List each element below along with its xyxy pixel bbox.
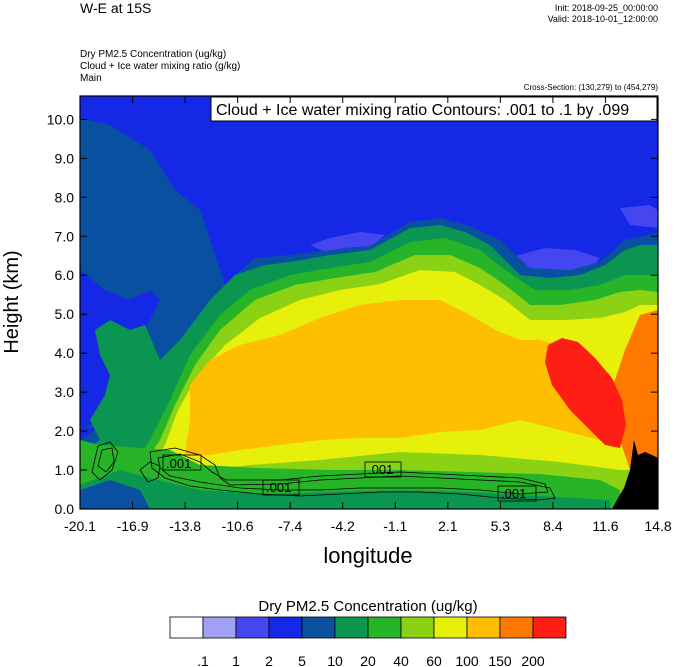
field-band-bl-10 bbox=[80, 480, 150, 509]
x-tick-label: -1.1 bbox=[383, 518, 407, 534]
contour-line bbox=[97, 447, 115, 473]
colorbar-label: 100 bbox=[455, 653, 479, 667]
colorbar-swatch bbox=[499, 616, 534, 639]
colorbar bbox=[169, 616, 567, 639]
cross-section-label: Cross-Section: (130,279) to (454,279) bbox=[523, 83, 658, 92]
y-tick-label: 7.0 bbox=[55, 228, 75, 244]
x-tick-label: -16.9 bbox=[117, 518, 149, 534]
contour-line bbox=[157, 453, 549, 495]
colorbar-label: 60 bbox=[426, 653, 442, 667]
y-tick-label: 1.0 bbox=[55, 462, 75, 478]
colorbar-label: 10 bbox=[327, 653, 343, 667]
contour-label-group: .001 .001 .001 .001 bbox=[162, 454, 537, 502]
colorbar-labels: .1 1 2 5 10 20 40 60 100 150 200 bbox=[197, 653, 545, 667]
y-tick-label: 6.0 bbox=[55, 267, 75, 283]
colorbar-label: .1 bbox=[197, 653, 209, 667]
y-tick-label: 9.0 bbox=[55, 150, 75, 166]
colorbar-label: 5 bbox=[298, 653, 306, 667]
y-tick-label: 4.0 bbox=[55, 345, 75, 361]
y-tick-label: 5.0 bbox=[55, 306, 75, 322]
terrain-mask bbox=[612, 440, 658, 509]
colorbar-label: 1 bbox=[232, 653, 240, 667]
field-band-2a bbox=[310, 232, 385, 252]
contour-line bbox=[149, 447, 556, 501]
x-tick-label: 8.4 bbox=[543, 518, 563, 534]
colorbar-label: 200 bbox=[521, 653, 545, 667]
x-axis-title: longitude bbox=[323, 543, 412, 568]
contour-label: .001 bbox=[368, 462, 393, 477]
x-tick-label: -4.2 bbox=[331, 518, 355, 534]
y-axis: 0.0 1.0 2.0 3.0 4.0 5.0 6.0 7.0 8.0 9.0 10.0 bbox=[47, 111, 658, 517]
colorbar-swatch bbox=[400, 616, 435, 639]
init-time: Init: 2018-09-25_00:00:00 bbox=[554, 3, 658, 13]
x-tick-label: -10.6 bbox=[222, 518, 254, 534]
field-band-150 bbox=[185, 300, 625, 455]
cloud-contours bbox=[91, 441, 556, 501]
x-tick-label: -20.1 bbox=[64, 518, 96, 534]
plot-frame bbox=[79, 95, 659, 510]
colorbar-title: Dry PM2.5 Concentration (ug/kg) bbox=[258, 598, 477, 615]
contour-label-box bbox=[162, 454, 202, 471]
colorbar-swatch bbox=[433, 616, 468, 639]
x-tick-label: 2.1 bbox=[438, 518, 458, 534]
filled-field bbox=[80, 96, 658, 509]
contour-label-box bbox=[364, 461, 402, 478]
colorbar-swatch bbox=[301, 616, 336, 639]
y-tick-label: 0.0 bbox=[55, 501, 75, 517]
plot-title: W-E at 15S bbox=[80, 0, 152, 16]
field-band-bl-20 bbox=[80, 470, 610, 509]
x-tick-label: 14.8 bbox=[644, 518, 671, 534]
colorbar-label: 2 bbox=[265, 653, 273, 667]
y-tick-label: 3.0 bbox=[55, 384, 75, 400]
contour-label: .001 bbox=[166, 456, 191, 471]
colorbar-label: 150 bbox=[488, 653, 512, 667]
contour-label-box bbox=[497, 485, 537, 502]
colorbar-swatch bbox=[268, 616, 303, 639]
colorbar-label: 40 bbox=[393, 653, 409, 667]
contour-label: .001 bbox=[501, 486, 526, 501]
x-tick-label: -7.4 bbox=[278, 518, 302, 534]
colorbar-swatch bbox=[532, 616, 567, 639]
field-cloud-ice: Cloud + Ice water mixing ratio (g/kg) bbox=[80, 61, 241, 72]
colorbar-swatch bbox=[367, 616, 402, 639]
x-tick-label: -13.8 bbox=[169, 518, 201, 534]
x-tick-label: 5.3 bbox=[491, 518, 511, 534]
contour-label-box bbox=[262, 479, 300, 496]
colorbar-swatch bbox=[235, 616, 270, 639]
y-axis-title: Height (km) bbox=[1, 250, 23, 353]
colorbar-swatch bbox=[202, 616, 237, 639]
colorbar-label: 20 bbox=[360, 653, 376, 667]
contour-label: .001 bbox=[266, 480, 291, 495]
x-tick-label: 11.6 bbox=[592, 518, 618, 534]
contour-line bbox=[91, 441, 119, 481]
colorbar-swatch bbox=[466, 616, 501, 639]
field-main: Main bbox=[80, 73, 102, 84]
valid-time: Valid: 2018-10-01_12:00:00 bbox=[547, 14, 658, 24]
x-axis: -20.1 -16.9 -13.8 -10.6 -7.4 -4.2 -1.1 2.1 5.3 8.… bbox=[64, 96, 672, 534]
y-tick-label: 10.0 bbox=[47, 111, 74, 127]
y-tick-label: 8.0 bbox=[55, 189, 75, 205]
field-band-max bbox=[545, 338, 626, 448]
field-band-2c bbox=[620, 205, 658, 228]
colorbar-swatch bbox=[334, 616, 369, 639]
contour-info-text: Cloud + Ice water mixing ratio Contours:… bbox=[216, 102, 629, 119]
field-dry-pm25: Dry PM2.5 Concentration (ug/kg) bbox=[80, 49, 227, 60]
y-tick-label: 2.0 bbox=[55, 423, 75, 439]
contour-line bbox=[139, 461, 161, 483]
colorbar-swatch bbox=[169, 616, 204, 639]
contour-info-box bbox=[210, 96, 658, 122]
